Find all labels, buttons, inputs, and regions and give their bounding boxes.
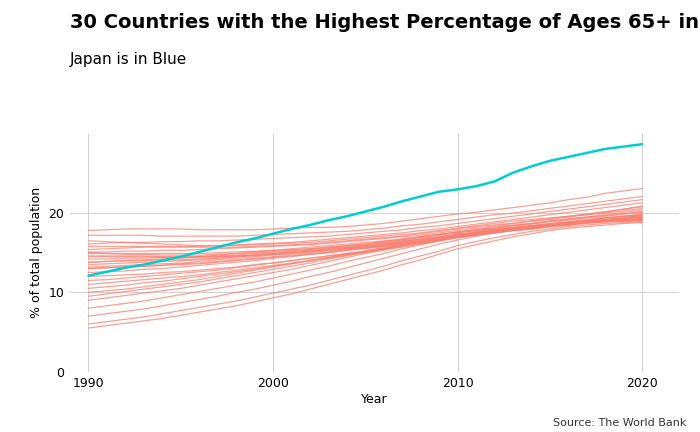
X-axis label: Year: Year — [361, 393, 388, 406]
Text: Source: The World Bank: Source: The World Bank — [552, 418, 686, 428]
Text: 30 Countries with the Highest Percentage of Ages 65+ in 2020: 30 Countries with the Highest Percentage… — [70, 13, 700, 32]
Y-axis label: % of total population: % of total population — [30, 187, 43, 318]
Text: Japan is in Blue: Japan is in Blue — [70, 52, 188, 67]
